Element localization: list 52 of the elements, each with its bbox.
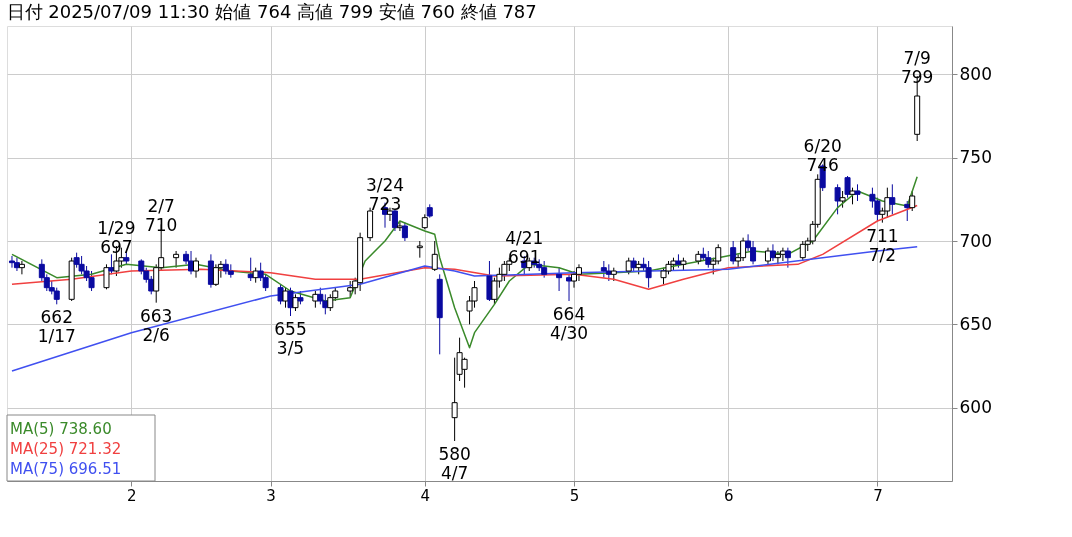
candlestick bbox=[784, 247, 791, 269]
candlestick bbox=[834, 183, 841, 215]
annotation: 4/21 691 bbox=[505, 228, 544, 267]
candlestick bbox=[779, 247, 786, 262]
y-tick-label: 700 bbox=[959, 230, 992, 251]
y-tick-label: 750 bbox=[959, 147, 992, 168]
annotation: 7/9 799 bbox=[900, 48, 934, 87]
candlestick bbox=[173, 250, 180, 269]
text: MA(75) 696.51 bbox=[10, 460, 122, 478]
candlestick bbox=[13, 257, 20, 272]
annotation: 662 1/17 bbox=[37, 307, 76, 347]
candlestick bbox=[103, 263, 110, 290]
annotation: 664 4/30 bbox=[549, 304, 589, 343]
candlestick bbox=[486, 260, 493, 302]
candlestick bbox=[730, 240, 737, 265]
annotation: 6/20 746 bbox=[803, 136, 842, 176]
candlestick bbox=[774, 250, 781, 265]
x-tick-label: 3 bbox=[266, 486, 276, 505]
text: MA(5) 738.60 bbox=[10, 420, 112, 438]
x-tick-label: 4 bbox=[420, 486, 431, 505]
candlestick bbox=[212, 263, 219, 287]
x-tick-label: 7 bbox=[873, 486, 883, 505]
candlestick bbox=[18, 260, 25, 275]
y-tick-label: 650 bbox=[959, 313, 992, 334]
candlestick bbox=[277, 283, 284, 305]
candlestick bbox=[193, 257, 199, 279]
text: MA(25) 721.32 bbox=[10, 440, 122, 458]
candlestick bbox=[889, 183, 896, 215]
annotation: 580 4/7 bbox=[438, 444, 471, 483]
x-tick-label: 5 bbox=[569, 486, 580, 505]
annotation: 711 7/2 bbox=[866, 225, 899, 265]
candlestick bbox=[844, 175, 851, 199]
candlestick bbox=[282, 287, 289, 309]
x-tick-label: 2 bbox=[127, 486, 137, 505]
candlestick bbox=[401, 222, 408, 242]
annotation: 655 3/5 bbox=[274, 319, 307, 358]
candlestick bbox=[769, 243, 776, 262]
candlestick bbox=[396, 220, 403, 232]
candlestick bbox=[431, 240, 438, 272]
candlestick bbox=[566, 273, 573, 302]
annotation: 2/7 710 bbox=[144, 196, 178, 236]
x-tick-label: 6 bbox=[723, 486, 734, 505]
annotation: 3/24 723 bbox=[365, 174, 405, 214]
candlestick bbox=[108, 253, 115, 275]
annotation: 1/29 697 bbox=[97, 218, 136, 257]
chart-title: 日付 2025/07/09 11:30 始値 764 高値 799 安値 760 終値 787 bbox=[6, 1, 537, 22]
y-tick-label: 600 bbox=[959, 397, 992, 418]
y-tick-label: 800 bbox=[959, 63, 992, 84]
annotation: 663 2/6 bbox=[139, 305, 173, 345]
candlestick bbox=[909, 190, 916, 212]
candlestick bbox=[556, 267, 563, 292]
candlestick bbox=[207, 253, 214, 289]
